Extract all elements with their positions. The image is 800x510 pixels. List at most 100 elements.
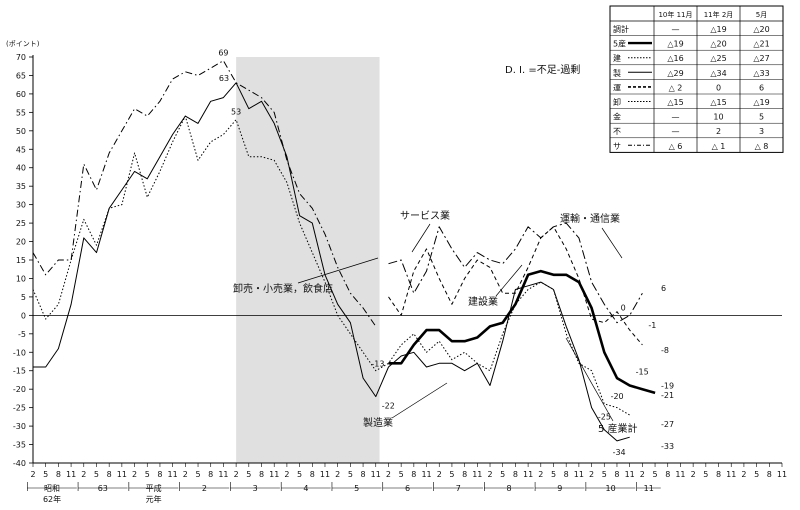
table-cell: △ 8 [755, 142, 769, 151]
x-tick-label: 5 [754, 470, 759, 479]
x-tick-label: 11 [625, 470, 635, 479]
y-unit-label: (ポイント) [6, 40, 40, 48]
annotation-leader [565, 337, 614, 422]
point-label: -13 [371, 359, 384, 368]
axes: 7065605550454035302520151050-5-10-15-20-… [13, 53, 787, 504]
y-tick-label: 5 [21, 293, 26, 302]
x-tick-label: 5 [246, 470, 251, 479]
y-tick-label: -30 [13, 422, 26, 431]
point-label: -33 [661, 442, 674, 451]
x-tick-label: 2 [691, 470, 696, 479]
x-tick-label: 8 [208, 470, 213, 479]
table-cell: 3 [759, 127, 764, 136]
annotation-label: 建設業 [468, 295, 498, 308]
x-tick-label: 8 [716, 470, 721, 479]
table-cell: △34 [710, 69, 726, 78]
y-tick-label: 40 [16, 164, 26, 173]
di-note: D. I. =不足-過剰 [505, 64, 580, 76]
table-cell: 2 [716, 127, 721, 136]
y-tick-label: -20 [13, 385, 26, 394]
table-header: 10年 11月 [658, 10, 692, 19]
x-tick-label: 8 [157, 470, 162, 479]
x-tick-label: 5 [297, 470, 302, 479]
table-cell: — [672, 127, 680, 136]
series-line-サービス業 [32, 60, 377, 327]
x-tick-label: 2 [30, 470, 35, 479]
annotation-leader [495, 264, 523, 297]
table-row-label: 不 [613, 127, 621, 136]
y-tick-label: -10 [13, 348, 26, 357]
x-tick-label: 2 [234, 470, 239, 479]
x-tick-label: 8 [411, 470, 416, 479]
table-row-label: 運 [613, 83, 621, 92]
annotation-label: 製造業 [363, 416, 393, 429]
x-tick-label: 8 [361, 470, 366, 479]
y-tick-label: 15 [16, 256, 26, 265]
y-tick-label: -5 [18, 330, 26, 339]
x-tick-label: 5 [449, 470, 454, 479]
table-cell: △20 [710, 40, 726, 49]
y-tick-label: -35 [13, 441, 26, 450]
shaded-period [236, 57, 380, 463]
x-tick-label: 2 [81, 470, 86, 479]
x-tick-label: 8 [767, 470, 772, 479]
x-tick-label: 11 [66, 470, 76, 479]
x-tick-label: 11 [777, 470, 787, 479]
table-cell: △ 1 [712, 142, 726, 151]
table-cell: △ 2 [669, 83, 683, 92]
x-tick-label: 5 [500, 470, 505, 479]
x-tick-label: 5 [703, 470, 708, 479]
x-tick-label: 8 [665, 470, 670, 479]
x-tick-label: 11 [117, 470, 127, 479]
point-label: -20 [611, 392, 624, 401]
table-cell: △21 [753, 40, 769, 49]
y-tick-label: 30 [16, 201, 26, 210]
year-label: 5 [354, 484, 359, 493]
table-cell: △19 [753, 98, 769, 107]
y-tick-label: 60 [16, 90, 26, 99]
x-tick-label: 5 [348, 470, 353, 479]
table-cell: △19 [710, 25, 726, 34]
year-label: 62年 [43, 494, 61, 504]
series-lines [32, 60, 656, 442]
x-tick-label: 11 [320, 470, 330, 479]
x-tick-label: 5 [94, 470, 99, 479]
x-tick-label: 11 [218, 470, 228, 479]
point-label: -27 [661, 420, 674, 429]
y-tick-label: 70 [16, 53, 26, 62]
table-cell: 10 [713, 113, 723, 122]
point-label: -1 [648, 321, 656, 330]
point-label: 53 [231, 108, 241, 117]
x-tick-label: 5 [602, 470, 607, 479]
table-cell: — [672, 113, 680, 122]
table-row-label: 5産 [613, 39, 626, 49]
y-tick-label: 25 [16, 219, 26, 228]
x-tick-label: 2 [640, 470, 645, 479]
y-tick-label: 0 [21, 311, 26, 320]
year-label: 8 [507, 484, 512, 493]
table-header: 5月 [756, 11, 767, 19]
x-tick-label: 5 [43, 470, 48, 479]
year-label: 3 [253, 484, 258, 493]
y-tick-label: -25 [13, 404, 26, 413]
table-row-label: 建 [613, 53, 621, 63]
x-tick-label: 8 [513, 470, 518, 479]
table-cell: △20 [753, 25, 769, 34]
x-tick-label: 11 [675, 470, 685, 479]
x-tick-label: 8 [56, 470, 61, 479]
year-label: 6 [405, 484, 410, 493]
x-tick-label: 2 [284, 470, 289, 479]
point-label: -21 [661, 391, 674, 400]
point-labels: 69 63 53 -13 -22 -15 -19-21 -20 -25 -27 -34 -33 0 6 -1… [218, 49, 674, 457]
year-label: 4 [303, 484, 308, 493]
table-cell: 6 [759, 83, 764, 92]
x-tick-label: 5 [551, 470, 556, 479]
point-label: -34 [613, 448, 626, 457]
table-cell: △15 [667, 98, 683, 107]
y-tick-label: 55 [16, 108, 26, 117]
y-tick-label: 35 [16, 182, 26, 191]
annotation-leader [297, 257, 379, 284]
x-tick-label: 5 [145, 470, 150, 479]
